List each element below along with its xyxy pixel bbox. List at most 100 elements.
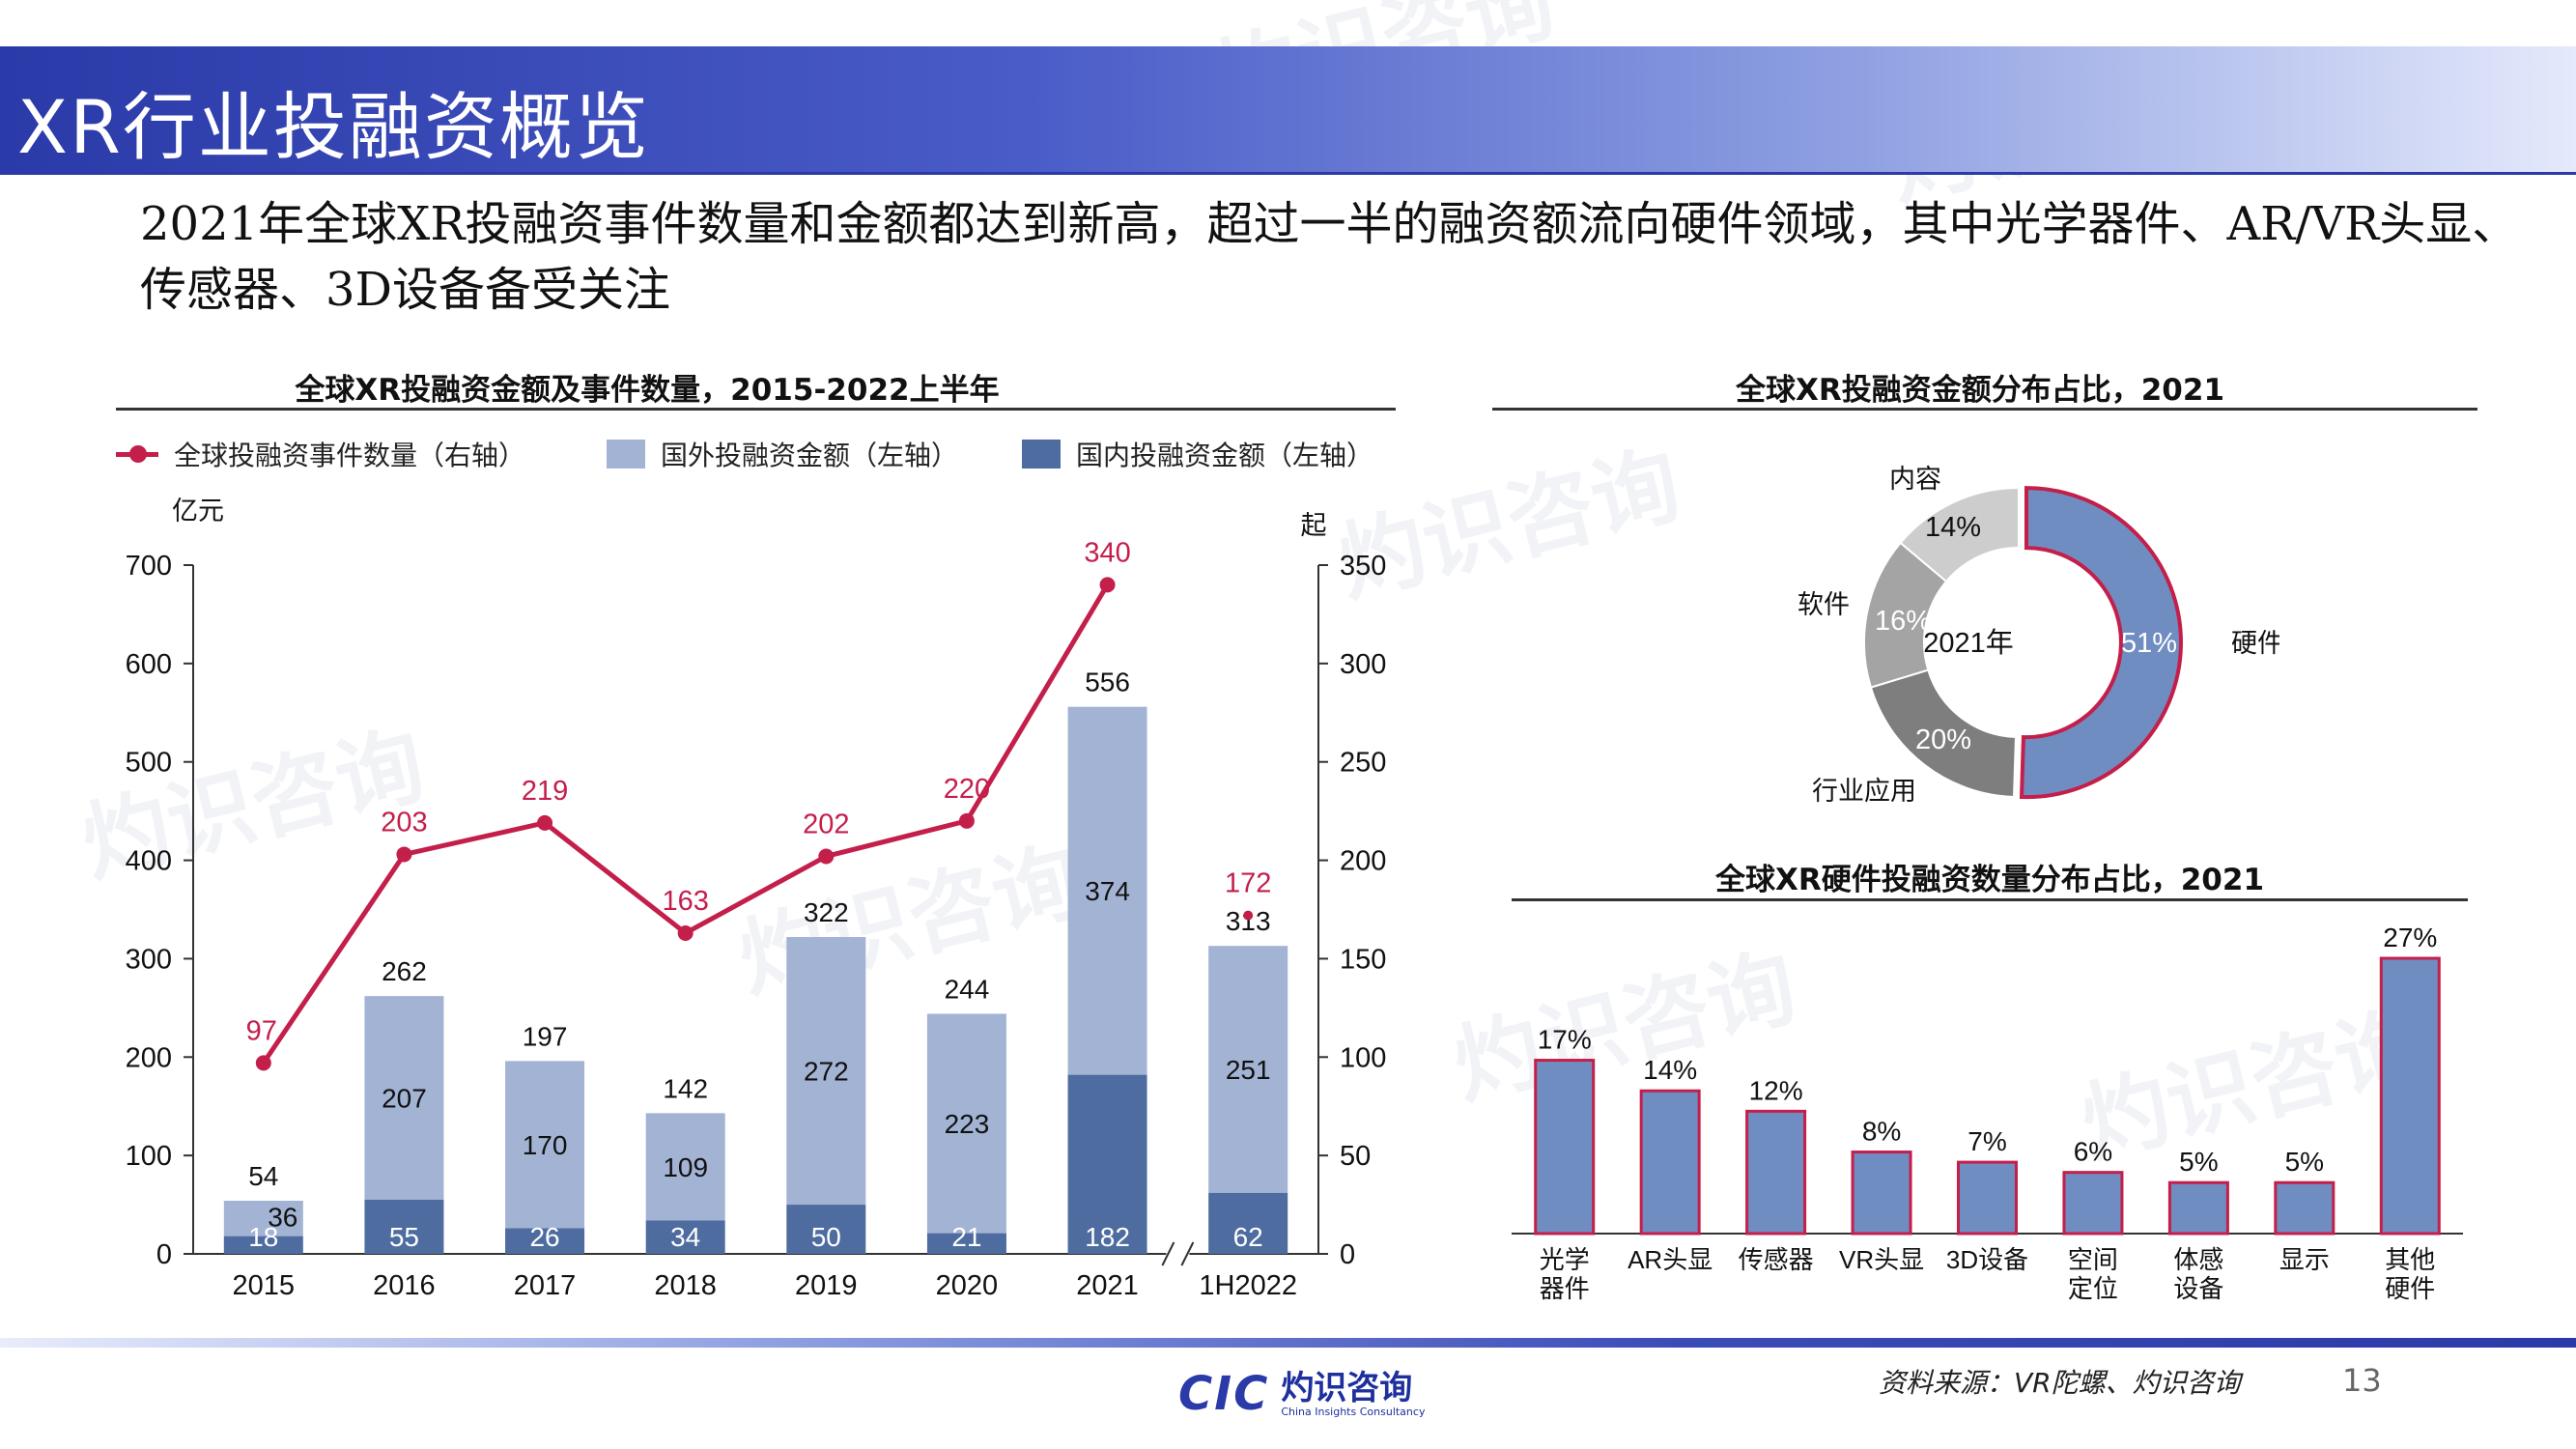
- foreign-bar: [926, 1013, 1006, 1234]
- slice-value-label: 20%: [1915, 724, 1971, 755]
- hardware-bar: [1534, 1059, 1596, 1236]
- footer-bar: [0, 1338, 2576, 1348]
- x-tick-label: 2019: [795, 1270, 858, 1301]
- y2-axis-unit: 起: [1301, 511, 1327, 540]
- foreign-value-label: 170: [523, 1130, 568, 1160]
- y2-tick-label: 50: [1340, 1141, 1371, 1172]
- legend-events: 全球投融资事件数量（右轴）: [116, 435, 525, 473]
- hardware-value-label: 17%: [1538, 1025, 1592, 1055]
- donut-slice: [1899, 486, 2020, 583]
- axis-break-mark: [1161, 1241, 1175, 1266]
- x-tick-label: 2016: [373, 1270, 436, 1301]
- domestic-value-label: 182: [1085, 1222, 1130, 1252]
- hardware-category-label: AR头显: [1628, 1245, 1713, 1274]
- foreign-bar: [786, 937, 866, 1206]
- foreign-bar: [1208, 946, 1288, 1193]
- y-axis-unit: 亿元: [172, 497, 224, 526]
- hardware-category-label: 体感: [2173, 1245, 2223, 1274]
- slice-value-label: 16%: [1875, 606, 1931, 637]
- legend-label: 全球投融资事件数量（右轴）: [174, 440, 526, 471]
- legend-foreign: 国外投融资金额（左轴）: [607, 435, 958, 473]
- company-logo: CIC 灼识咨询 China Insights Consultancy: [1178, 1367, 1425, 1421]
- legend-label: 国内投融资金额（左轴）: [1076, 440, 1374, 471]
- chart-title-hardware: 全球XR硬件投融资数量分布占比，2021: [1714, 863, 2265, 897]
- domestic-bar: [1067, 1074, 1147, 1254]
- slice-name-label: 软件: [1798, 590, 1850, 619]
- hardware-category-label: 显示: [2279, 1245, 2330, 1274]
- total-value-label: 556: [1085, 668, 1130, 697]
- donut-slice: [2019, 486, 2183, 800]
- y2-tick-label: 200: [1340, 846, 1386, 877]
- events-point: [1243, 910, 1254, 921]
- hardware-bar: [2167, 1180, 2229, 1236]
- events-point: [537, 814, 553, 831]
- y2-tick-label: 150: [1340, 944, 1386, 975]
- hardware-category-label: 定位: [2068, 1274, 2118, 1303]
- hardware-value-label: 14%: [1643, 1055, 1697, 1085]
- x-tick-label: 1H2022: [1199, 1270, 1297, 1301]
- domestic-value-label: 34: [670, 1222, 700, 1252]
- axis-break-mark: [1180, 1241, 1195, 1266]
- domestic-bar: [505, 1228, 585, 1254]
- hardware-category-label: 硬件: [2385, 1274, 2435, 1303]
- slice-value-label: 14%: [1925, 512, 1981, 543]
- y2-tick-label: 250: [1340, 748, 1386, 779]
- total-value-label: 244: [945, 974, 990, 1004]
- domestic-bar: [364, 1199, 444, 1254]
- y-tick-label: 0: [156, 1239, 172, 1270]
- domestic-value-label: 26: [529, 1222, 559, 1252]
- hardware-category-label: VR头显: [1839, 1245, 1924, 1274]
- legend-label: 国外投融资金额（左轴）: [661, 440, 959, 471]
- events-point: [396, 846, 412, 863]
- distribution-donut: 51% 硬件 20% 行业应用 16% 软件 14% 内容 2021年: [1798, 465, 2279, 806]
- slice-name-label: 内容: [1889, 465, 1941, 494]
- foreign-bar: [505, 1061, 585, 1229]
- domestic-value-label: 50: [811, 1222, 841, 1252]
- hardware-category-label: 空间: [2068, 1245, 2118, 1274]
- legend-domestic: 国内投融资金额（左轴）: [1022, 435, 1373, 473]
- y2-tick-label: 300: [1340, 649, 1386, 680]
- events-point: [255, 1055, 271, 1071]
- x-tick-label: 2020: [936, 1270, 999, 1301]
- logo-name: 灼识咨询: [1281, 1368, 1413, 1407]
- x-tick-label: 2017: [514, 1270, 577, 1301]
- logo-name-en: China Insights Consultancy: [1281, 1405, 1426, 1418]
- title-rule: [1492, 408, 2477, 411]
- hardware-bar: [2379, 956, 2441, 1236]
- domestic-bar: [926, 1233, 1006, 1254]
- foreign-value-label: 36: [268, 1203, 297, 1233]
- foreign-bar: [223, 1200, 303, 1236]
- page-number: 13: [2342, 1362, 2382, 1399]
- investment-chart: 0 100 200 300 400 500 600 700 0 50 100 150 200 250 300…: [126, 497, 1387, 1301]
- domestic-value-label: 21: [951, 1222, 981, 1252]
- headline: 2021年全球XR投融资事件数量和金额都达到新高，超过一半的融资额流向硬件领域，…: [140, 197, 2519, 317]
- title-rule: [1512, 898, 2468, 901]
- domestic-bar: [786, 1205, 866, 1254]
- hardware-value-label: 5%: [2179, 1147, 2218, 1177]
- events-point: [677, 924, 694, 941]
- hardware-category-label: 其他: [2385, 1245, 2435, 1274]
- domestic-value-label: 18: [248, 1222, 278, 1252]
- domestic-bar: [223, 1236, 303, 1254]
- chart-title-distribution: 全球XR投融资金额分布占比，2021: [1735, 373, 2225, 408]
- total-value-label: 197: [523, 1021, 568, 1051]
- title-bar: XR行业投融资概览: [0, 46, 2576, 175]
- foreign-value-label: 251: [1226, 1055, 1271, 1085]
- y-tick-label: 200: [126, 1042, 172, 1073]
- hardware-value-label: 7%: [1967, 1126, 2006, 1156]
- events-value-label: 340: [1084, 537, 1130, 568]
- x-tick-label: 2018: [654, 1270, 717, 1301]
- foreign-value-label: 109: [663, 1152, 708, 1182]
- hardware-category-label: 光学: [1540, 1245, 1590, 1274]
- hardware-category-label: 器件: [1540, 1274, 1590, 1303]
- events-value-label: 172: [1225, 868, 1271, 899]
- foreign-bar: [364, 996, 444, 1200]
- hardware-bar: [1851, 1151, 1912, 1236]
- y-tick-label: 600: [126, 649, 172, 680]
- foreign-value-label: 223: [945, 1109, 990, 1139]
- foreign-value-label: 207: [382, 1084, 427, 1114]
- hardware-bar: [1957, 1160, 2018, 1236]
- events-value-label: 202: [803, 809, 849, 839]
- foreign-value-label: 272: [804, 1057, 849, 1087]
